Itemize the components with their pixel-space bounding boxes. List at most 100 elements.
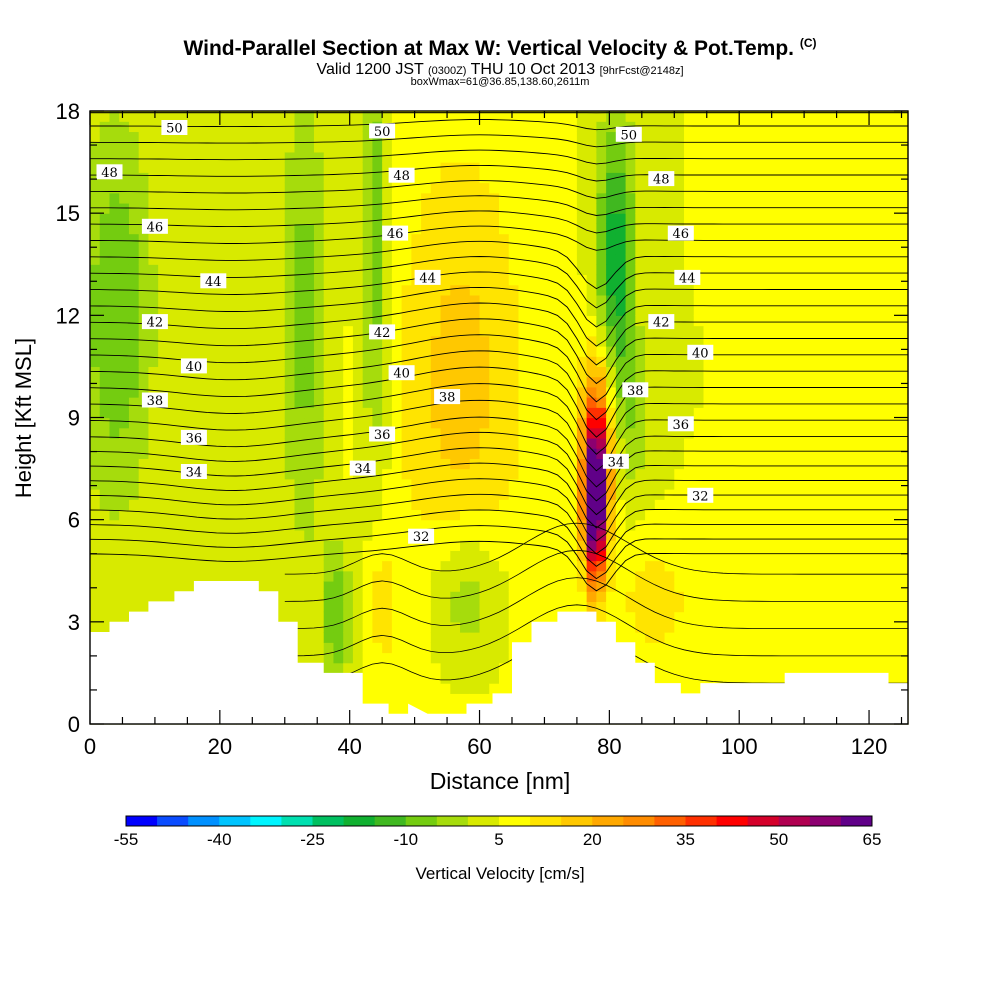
contour-label: 50 <box>374 125 391 140</box>
contour-label: 48 <box>101 166 118 181</box>
contour-label-bg <box>667 416 694 432</box>
colorbar-swatch <box>747 816 780 826</box>
contour-label: 46 <box>147 220 164 235</box>
contour-label-bg <box>388 167 415 183</box>
contour-label-bg <box>382 225 409 241</box>
contour-label: 34 <box>608 455 625 470</box>
y-tick-label: 9 <box>68 406 80 431</box>
contour-label: 38 <box>147 394 164 409</box>
y-tick-label: 3 <box>68 610 80 635</box>
x-tick-label: 0 <box>84 734 96 759</box>
contour-label-bg <box>648 171 675 187</box>
contour-label-bg <box>180 429 207 445</box>
colorbar-swatch <box>499 816 531 826</box>
contour-label-bg <box>648 314 675 330</box>
colorbar-swatch <box>530 816 562 826</box>
colorbar-tick-label: 65 <box>863 830 882 849</box>
colorbar-swatch <box>561 816 593 826</box>
colorbar-swatch <box>809 816 842 826</box>
colorbar-swatch <box>312 816 344 826</box>
y-axis-label: Height [Kft MSL] <box>11 337 36 499</box>
x-axis: 0 20 40 60 80 100 120 <box>84 111 903 759</box>
contour-label-bg <box>349 460 376 476</box>
contour-labels: 50 50 50 48 48 48 46 46 46 44 44 44 42 42 42 40 40 40 38 38… <box>96 120 714 545</box>
contour-label: 44 <box>679 271 696 286</box>
terrain <box>90 581 908 724</box>
colorbar-swatch <box>219 816 251 826</box>
y-tick-label: 0 <box>68 712 80 737</box>
contour-label-bg <box>96 164 123 180</box>
contour-label: 44 <box>205 275 222 290</box>
contour-label-bg <box>369 123 396 139</box>
colorbar-swatch <box>685 816 717 826</box>
contour-label-bg <box>408 528 435 544</box>
x-axis-label: Distance [nm] <box>429 768 571 794</box>
colorbar-tick-label: 50 <box>769 830 788 849</box>
x-tick-label: 60 <box>467 734 491 759</box>
contour-label: 40 <box>186 360 203 375</box>
contour-label: 48 <box>393 169 410 184</box>
y-tick-label: 18 <box>56 99 80 124</box>
colorbar-frame <box>125 815 873 827</box>
contour-label-bg <box>369 324 396 340</box>
contour-label-bg <box>687 487 714 503</box>
colorbar-swatch <box>126 816 158 826</box>
contour-label: 42 <box>653 316 670 331</box>
contour-label-bg <box>141 218 168 234</box>
y-tick-label: 15 <box>56 201 80 226</box>
colorbar-swatch <box>840 816 873 826</box>
contour-label-bg <box>141 392 168 408</box>
contour-label-bg <box>369 426 396 442</box>
contour-label-bg <box>141 314 168 330</box>
colorbar-swatch <box>778 816 811 826</box>
contour-label: 48 <box>653 173 670 188</box>
contour-label: 46 <box>387 227 404 242</box>
contour-label-bg <box>667 225 694 241</box>
colorbar-swatch <box>343 816 376 826</box>
x-tick-label: 40 <box>337 734 361 759</box>
contour-label: 38 <box>439 391 456 406</box>
colorbar-tick-label: -40 <box>207 830 232 849</box>
colorbar-label: Vertical Velocity [cm/s] <box>415 864 585 883</box>
chart-title: Wind-Parallel Section at Max W: Vertical… <box>183 36 817 60</box>
contour-label: 32 <box>692 489 709 504</box>
contour-label: 32 <box>413 530 430 545</box>
colorbar-tick-label: -55 <box>114 830 139 849</box>
colorbar-swatch <box>281 816 313 826</box>
colorbar-swatch <box>374 816 407 826</box>
contour-label-bg <box>434 389 461 405</box>
contour-label: 44 <box>419 271 436 286</box>
y-tick-label: 6 <box>68 508 80 533</box>
y-tick-label: 12 <box>56 303 80 328</box>
contour-label-bg <box>200 273 227 289</box>
contour-label-bg <box>674 269 701 285</box>
colorbar-swatch <box>467 816 500 826</box>
contour-label-bg <box>180 358 207 374</box>
contour-label: 42 <box>374 326 391 341</box>
forecast-label: [9hrFcst@2148z] <box>599 65 684 77</box>
x-tick-label: 20 <box>208 734 232 759</box>
title-suffix: (C) <box>799 36 817 50</box>
contour-label-bg <box>388 365 415 381</box>
contour-label-bg <box>602 453 629 469</box>
contour-label-bg <box>414 269 441 285</box>
colorbar: -55 -40 -25 -10 5 20 35 50 65 <box>114 815 882 849</box>
contour-label: 50 <box>166 122 183 137</box>
colorbar-tick-label: -25 <box>300 830 325 849</box>
valid-utc: (0300Z) <box>427 65 467 77</box>
contour-label-bg <box>161 120 188 135</box>
contour-label: 36 <box>374 428 391 443</box>
contour-label: 36 <box>673 418 690 433</box>
chart-subtitle: Valid 1200 JST (0300Z) THU 10 Oct 2013 [… <box>316 61 684 78</box>
colorbar-swatch <box>654 816 686 826</box>
contour-label: 38 <box>627 384 644 399</box>
contour-label: 36 <box>186 431 203 446</box>
contour-label-bg <box>180 464 207 479</box>
contour-label: 40 <box>692 346 709 361</box>
colorbar-swatch <box>250 816 282 826</box>
colorbar-swatch <box>716 816 749 826</box>
contour-label: 50 <box>621 128 638 143</box>
colorbar-tick-label: 20 <box>583 830 602 849</box>
